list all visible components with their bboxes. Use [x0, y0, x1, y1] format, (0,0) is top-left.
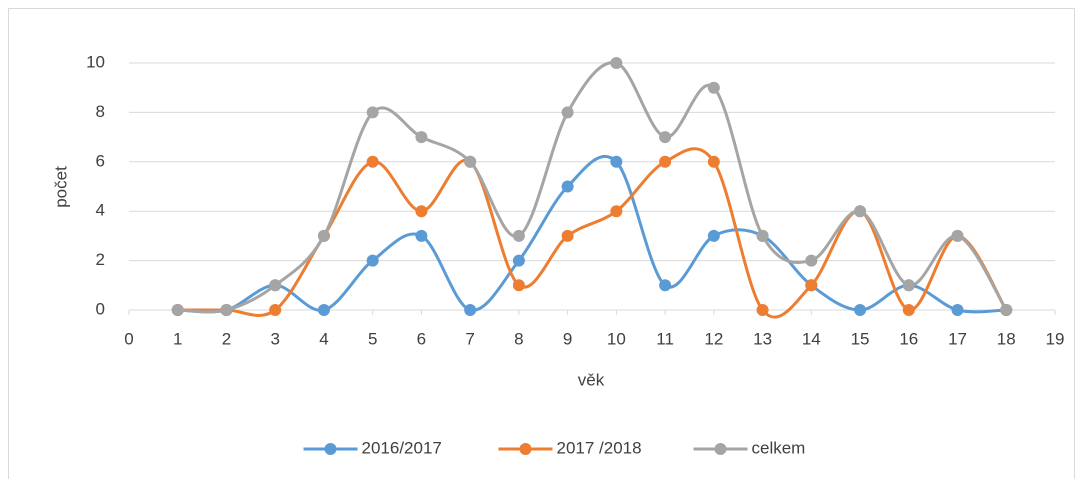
- x-tick-label: 16: [899, 329, 918, 348]
- point: [269, 304, 282, 316]
- x-tick-label: 11: [656, 329, 674, 348]
- x-tick-label: 5: [368, 329, 377, 348]
- point: [415, 205, 428, 218]
- point: [512, 229, 525, 242]
- x-tick-label: 8: [514, 329, 523, 348]
- point: [512, 279, 525, 292]
- x-tick-label: 18: [997, 329, 1016, 348]
- point: [415, 131, 428, 144]
- x-axis-title: věk: [578, 370, 605, 389]
- x-tick-label: 10: [607, 329, 626, 348]
- point: [659, 155, 672, 168]
- y-tick-label: 8: [96, 102, 105, 121]
- y-tick-label: 0: [96, 299, 105, 318]
- x-tick-label: 19: [1046, 329, 1065, 348]
- point: [854, 205, 867, 218]
- point: [756, 229, 769, 242]
- point: [366, 254, 379, 267]
- point: [269, 279, 282, 292]
- y-tick-label: 4: [96, 201, 105, 220]
- legend-marker: [324, 443, 337, 455]
- x-tick-label: 12: [704, 329, 723, 348]
- point: [1000, 304, 1013, 316]
- point: [561, 106, 574, 119]
- y-tick-label: 2: [96, 250, 105, 269]
- x-tick-label: 3: [270, 329, 279, 348]
- point: [464, 155, 477, 168]
- point: [805, 254, 818, 267]
- point: [707, 81, 720, 94]
- y-tick-label: 6: [96, 151, 105, 170]
- legend-label: celkem: [752, 438, 806, 457]
- point: [756, 304, 769, 316]
- point: [951, 304, 964, 316]
- point: [561, 180, 574, 193]
- legend-marker: [519, 443, 532, 455]
- series-line: [177, 147, 1008, 319]
- point: [951, 229, 964, 242]
- chart-border: [8, 8, 1075, 484]
- x-tick-label: 13: [753, 329, 772, 348]
- point: [366, 106, 379, 119]
- x-tick-label: 2: [222, 329, 231, 348]
- x-tick-label: 14: [802, 329, 821, 348]
- point: [171, 304, 184, 316]
- point: [902, 279, 915, 292]
- point: [854, 304, 867, 316]
- legend-label: 2017 /2018: [557, 438, 642, 457]
- x-tick-label: 17: [948, 329, 967, 348]
- y-axis-title: počet: [51, 166, 70, 208]
- point: [659, 131, 672, 144]
- point: [805, 279, 818, 292]
- legend-marker: [714, 443, 727, 455]
- point: [366, 155, 379, 168]
- x-tick-label: 1: [173, 329, 182, 348]
- x-tick-label: 15: [851, 329, 870, 348]
- point: [561, 229, 574, 242]
- point: [659, 279, 672, 292]
- point: [415, 229, 428, 242]
- point: [512, 254, 525, 267]
- point: [610, 155, 623, 168]
- point: [707, 155, 720, 168]
- x-tick-label: 4: [319, 329, 328, 348]
- point: [707, 229, 720, 242]
- point: [317, 229, 330, 242]
- point: [317, 304, 330, 316]
- x-tick-label: 9: [563, 329, 572, 348]
- point: [464, 304, 477, 316]
- point: [610, 57, 623, 69]
- point: [902, 304, 915, 316]
- series-line: [177, 154, 1007, 314]
- y-tick-label: 10: [86, 52, 105, 71]
- x-tick-label: 0: [124, 329, 133, 348]
- point: [610, 205, 623, 218]
- x-tick-label: 7: [465, 329, 474, 348]
- point: [220, 304, 233, 316]
- x-tick-label: 6: [417, 329, 426, 348]
- legend-label: 2016/2017: [362, 438, 442, 457]
